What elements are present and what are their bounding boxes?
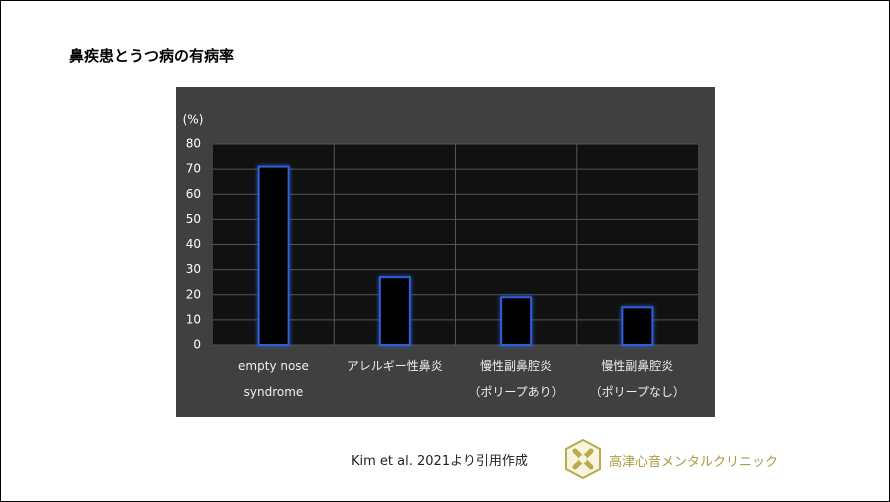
- x-tick-label: 慢性副鼻腔炎 （ポリープなし）: [589, 359, 685, 399]
- clinic-name: 高津心音メンタルクリニック: [609, 455, 779, 470]
- y-tick-label: 30: [186, 262, 201, 276]
- slide-title: 鼻疾患とうつ病の有病率: [69, 47, 235, 65]
- y-tick-label: 80: [186, 137, 201, 151]
- y-tick-label: 0: [193, 338, 201, 352]
- y-unit: (%): [183, 113, 204, 127]
- clinic-logo: [565, 438, 601, 480]
- x-tick-label: アレルギー性鼻炎: [346, 359, 443, 373]
- bar: [500, 296, 533, 347]
- bar: [621, 306, 654, 346]
- bar: [378, 276, 411, 347]
- y-tick-label: 20: [186, 287, 201, 301]
- bar: [257, 165, 290, 346]
- x-tick-label: 慢性副鼻腔炎 （ポリープあり）: [468, 359, 564, 399]
- x-tick-label: empty nose syndrome: [238, 359, 309, 399]
- y-tick-label: 70: [186, 162, 201, 176]
- y-tick-label: 60: [186, 187, 201, 201]
- source-note: Kim et al. 2021より引用作成: [351, 454, 528, 469]
- y-tick-label: 40: [186, 237, 201, 251]
- y-tick-label: 50: [186, 212, 201, 226]
- y-tick-label: 10: [186, 312, 201, 326]
